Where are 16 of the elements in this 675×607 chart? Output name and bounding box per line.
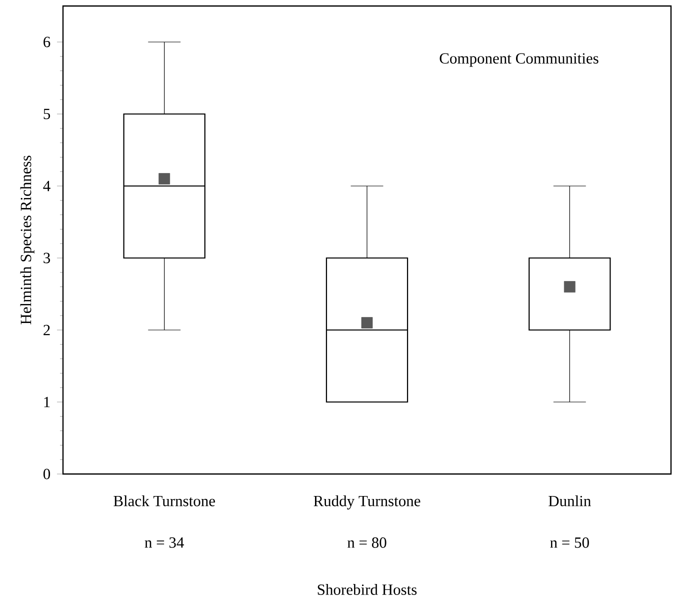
text: n = 50: [550, 537, 589, 548]
y-tick-label: 6: [44, 36, 50, 48]
x-tick-label: Dunlin: [548, 495, 591, 506]
y-tick-label: 3: [44, 252, 50, 264]
y-axis-title: Helminth Species Richness: [20, 156, 34, 324]
x-tick-label: Black Turnstone: [114, 495, 215, 506]
x-axis-title: Shorebird Hosts: [318, 584, 417, 595]
y-tick-label: 4: [43, 180, 50, 192]
x-tick-label: Ruddy Turnstone: [314, 495, 420, 510]
text: Component Communities: [440, 53, 598, 67]
y-tick-label: 5: [44, 108, 50, 120]
y-tick-label: 2: [44, 324, 50, 336]
text: n = 80: [347, 537, 386, 548]
y-tick-label: 1: [44, 396, 50, 408]
y-tick-label: 0: [43, 468, 50, 480]
text: n = 34: [144, 537, 184, 548]
